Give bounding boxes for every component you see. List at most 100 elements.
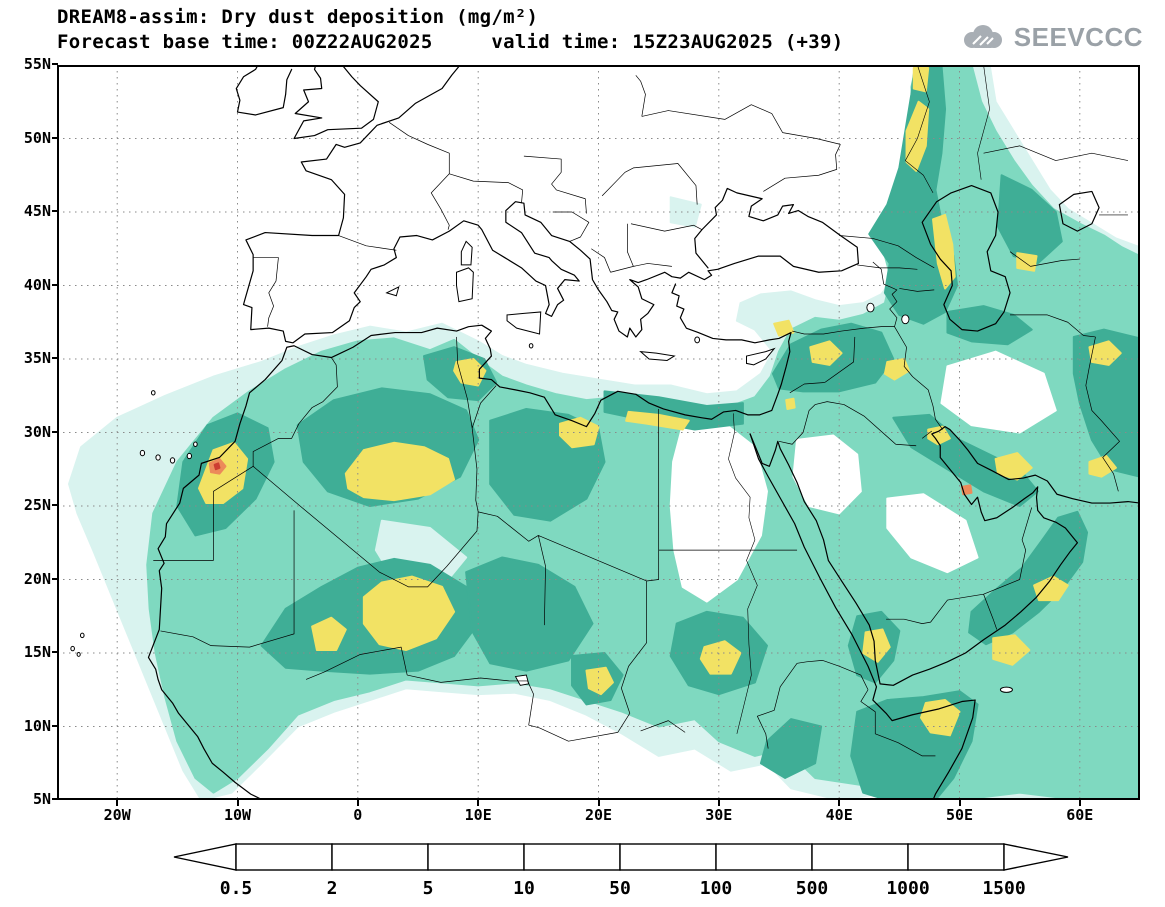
dust-level4-caspian-east bbox=[1017, 253, 1036, 271]
dust-level4-levant bbox=[786, 399, 794, 409]
lat-tick-label: 50N bbox=[3, 130, 58, 146]
colorbar-segment bbox=[427, 843, 525, 871]
colorbar-segment bbox=[523, 843, 621, 871]
dust-level4-syria bbox=[810, 341, 841, 365]
island-corsica bbox=[461, 241, 472, 265]
dust-level4-somalia bbox=[921, 700, 960, 735]
lon-tick-label: 30E bbox=[689, 800, 749, 824]
page-title: DREAM8-assim: Dry dust deposition (mg/m²… bbox=[57, 6, 539, 28]
dust-level4-east-iran bbox=[1089, 341, 1120, 365]
lat-tick-label: 35N bbox=[3, 350, 58, 366]
island-cyprus bbox=[747, 349, 775, 365]
dust-level3-west-caspian bbox=[869, 65, 957, 324]
lat-tick-label: 30N bbox=[3, 424, 58, 440]
rivers-nile-volga-ural bbox=[728, 65, 989, 734]
colorbar-segment bbox=[331, 843, 429, 871]
dust-level4-iraq bbox=[885, 359, 909, 380]
lon-tick-label: 20E bbox=[569, 800, 629, 824]
colorbar-label: 1000 bbox=[886, 878, 929, 899]
dust-gap-iran bbox=[941, 352, 1055, 433]
coastline-redsea-horn bbox=[750, 434, 975, 800]
grid-lines bbox=[57, 65, 1140, 800]
dust-level3-east-caspian bbox=[998, 175, 1062, 263]
lon-tick-label: 60E bbox=[1050, 800, 1110, 824]
colorbar-underflow-arrow bbox=[173, 843, 237, 871]
colorbar-segment bbox=[907, 843, 1005, 871]
dust-gap-central-arabia bbox=[887, 494, 977, 572]
dust-deposition-layers bbox=[69, 65, 1140, 800]
lat-tick-label: 5N bbox=[3, 791, 58, 807]
lon-tick-label: 40E bbox=[809, 800, 869, 824]
island-sicily bbox=[507, 312, 541, 334]
colorbar: 0.5 2 5 10 50 100 500 1000 1500 bbox=[173, 843, 1069, 899]
dust-level5-gulf bbox=[962, 485, 972, 494]
map-canvas bbox=[57, 65, 1140, 800]
lon-tick-label: 0 bbox=[328, 800, 388, 824]
lat-tick-label: 15N bbox=[3, 644, 58, 660]
dust-level4-chad bbox=[586, 668, 612, 694]
colorbar-label: 100 bbox=[700, 878, 733, 899]
lon-tick-label: 20W bbox=[87, 800, 147, 824]
dust-level4-wsahara bbox=[199, 443, 247, 503]
logo-text: SEEVCCC bbox=[1013, 22, 1143, 52]
dust-level3-niger-chad bbox=[466, 557, 592, 670]
island-mallorca bbox=[387, 287, 399, 296]
dust-level1-romania bbox=[671, 197, 701, 226]
dust-level3-egypt-coast bbox=[605, 391, 743, 429]
lon-tick-label: 10E bbox=[448, 800, 508, 824]
island-sardinia bbox=[457, 268, 474, 302]
coastline-europe-blacksea bbox=[244, 65, 859, 343]
lat-tick-label: 20N bbox=[3, 571, 58, 587]
colorbar-segment bbox=[715, 843, 813, 871]
lat-tick-label: 25N bbox=[3, 497, 58, 513]
dust-level4-niger bbox=[364, 577, 454, 651]
coastline-caspian bbox=[922, 186, 1010, 332]
dust-level4-volga bbox=[907, 102, 929, 171]
seevccc-logo: SEEVCCC bbox=[959, 22, 1143, 53]
dust-level4-south-redsea bbox=[863, 629, 889, 661]
dust-level4-caspian-west bbox=[933, 215, 955, 289]
coastline-aral bbox=[1059, 191, 1099, 231]
colorbar-label: 5 bbox=[423, 878, 434, 899]
colorbar-segment bbox=[235, 843, 333, 871]
lon-tick-label: 10W bbox=[208, 800, 268, 824]
dust-level4-mali bbox=[312, 618, 346, 650]
dust-level4-oman bbox=[1034, 577, 1068, 601]
coastline-uk-ireland bbox=[236, 65, 378, 139]
colorbar-label: 0.5 bbox=[220, 878, 253, 899]
small-islands bbox=[71, 337, 1013, 692]
lat-tick-label: 10N bbox=[3, 718, 58, 734]
coastline-anatolia-africa bbox=[148, 284, 791, 800]
colorbar-label: 10 bbox=[513, 878, 535, 899]
cloud-logo-icon bbox=[963, 24, 1002, 48]
dust-level4-yemen bbox=[993, 635, 1029, 664]
island-crete bbox=[641, 352, 675, 361]
lat-tick-label: 55N bbox=[3, 56, 58, 72]
lat-tick-label: 45N bbox=[3, 203, 58, 219]
dust-level4-gulf-south bbox=[996, 453, 1032, 479]
lon-tick-label: 50E bbox=[930, 800, 990, 824]
colorbar-label: 500 bbox=[796, 878, 829, 899]
dust-gap-egypt bbox=[671, 424, 767, 602]
dust-level3-south-caspian bbox=[947, 306, 1031, 344]
country-borders bbox=[153, 75, 1128, 756]
page-subtitle: Forecast base time: 00Z22AUG2025 valid t… bbox=[57, 31, 844, 53]
colorbar-label: 1500 bbox=[982, 878, 1025, 899]
dust-level4-top-edge bbox=[914, 68, 928, 92]
colorbar-label: 2 bbox=[327, 878, 338, 899]
coastlines-and-borders bbox=[71, 65, 1140, 800]
colorbar-label: 50 bbox=[609, 878, 631, 899]
dust-level4-gulf-north bbox=[928, 427, 950, 445]
dust-level6-wsahara bbox=[215, 463, 220, 469]
dust-level4-turkey bbox=[774, 321, 793, 336]
colorbar-overflow-arrow bbox=[1003, 843, 1069, 871]
dust-level4-algeria bbox=[346, 443, 454, 500]
dust-level4-sudan bbox=[701, 641, 741, 673]
coastline-arabia-iran bbox=[750, 427, 1140, 686]
dust-level3-ethiopia bbox=[761, 719, 821, 778]
lat-tick-label: 40N bbox=[3, 277, 58, 293]
colorbar-segment bbox=[619, 843, 717, 871]
dust-level2-main bbox=[147, 65, 1140, 800]
colorbar-segment bbox=[811, 843, 909, 871]
